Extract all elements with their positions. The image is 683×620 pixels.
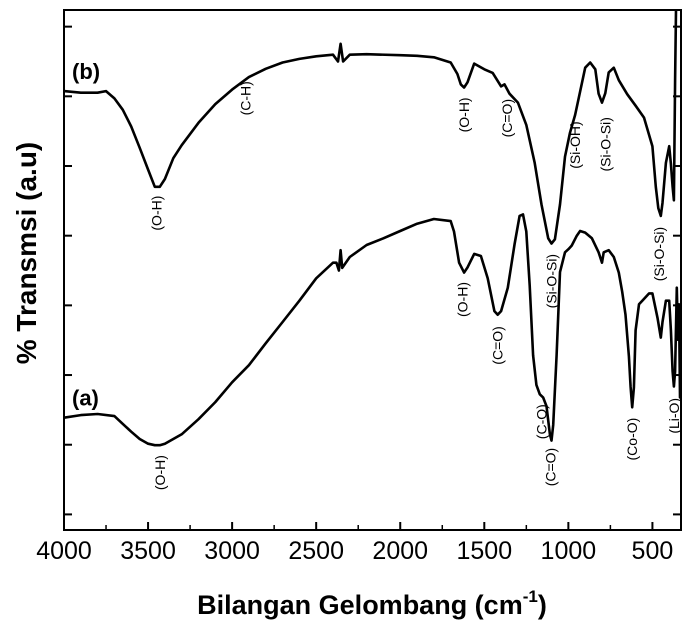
peak-annotation-co-o: (Co-O) bbox=[624, 418, 640, 461]
peak-annotation-o-h: (O-H) bbox=[149, 196, 165, 231]
peak-annotation-c-o: (C=O) bbox=[490, 326, 506, 365]
plot-frame bbox=[63, 9, 682, 531]
peak-annotation-o-h: (O-H) bbox=[454, 282, 470, 317]
annotation-layer: (O-H) (C-H) (O-H) (C=O) (Si-OH) (Si-O-Si) (Si-… bbox=[149, 81, 682, 490]
peak-annotation-si-o-si: (Si-O-Si) bbox=[651, 227, 667, 281]
peak-annotation-c-o: (C-O) bbox=[534, 404, 550, 439]
peak-annotation-c-o: (C=O) bbox=[499, 99, 515, 137]
x-tick-label-4000: 4000 bbox=[36, 537, 92, 565]
series-label-a: (a) bbox=[72, 386, 99, 411]
x-tick-label-3500: 3500 bbox=[120, 537, 176, 565]
tick-layer: 4000 3500 3000 2500 2000 1500 1000 500 bbox=[36, 25, 681, 565]
series-line-a bbox=[63, 213, 682, 447]
peak-annotation-c-o: (C=O) bbox=[543, 448, 559, 487]
peak-annotation-si-oh: (Si-OH) bbox=[567, 121, 583, 168]
x-axis-title-sup: -1 bbox=[523, 587, 538, 606]
x-tick-label-1500: 1500 bbox=[456, 537, 512, 565]
peak-annotation-si-o-si: (Si-O-Si) bbox=[544, 254, 560, 308]
x-tick-label-3000: 3000 bbox=[204, 537, 260, 565]
x-tick-label-1000: 1000 bbox=[541, 537, 597, 565]
peak-annotation-o-h: (O-H) bbox=[456, 97, 472, 132]
x-axis-title: Bilangan Gelombang (cm-1) bbox=[197, 587, 547, 620]
peak-annotation-si-o-si: (Si-O-Si) bbox=[597, 117, 613, 171]
y-axis-title: % Transmsi (a.u) bbox=[11, 142, 42, 365]
peak-annotation-c-h: (C-H) bbox=[238, 81, 254, 115]
x-tick-label-2500: 2500 bbox=[288, 537, 344, 565]
series-line-b bbox=[63, 9, 678, 245]
peak-annotation-li-o: (Li-O) bbox=[666, 398, 682, 434]
series-label-b: (b) bbox=[72, 59, 100, 84]
x-tick-label-500: 500 bbox=[632, 537, 674, 565]
series-label-layer: (b) (a) bbox=[72, 59, 100, 411]
peak-annotation-o-h: (O-H) bbox=[152, 455, 168, 490]
x-axis-title-main: Bilangan Gelombang (cm bbox=[197, 590, 523, 620]
x-axis-title-close: ) bbox=[538, 590, 547, 620]
x-tick-label-2000: 2000 bbox=[372, 537, 428, 565]
series-layer bbox=[63, 9, 682, 447]
